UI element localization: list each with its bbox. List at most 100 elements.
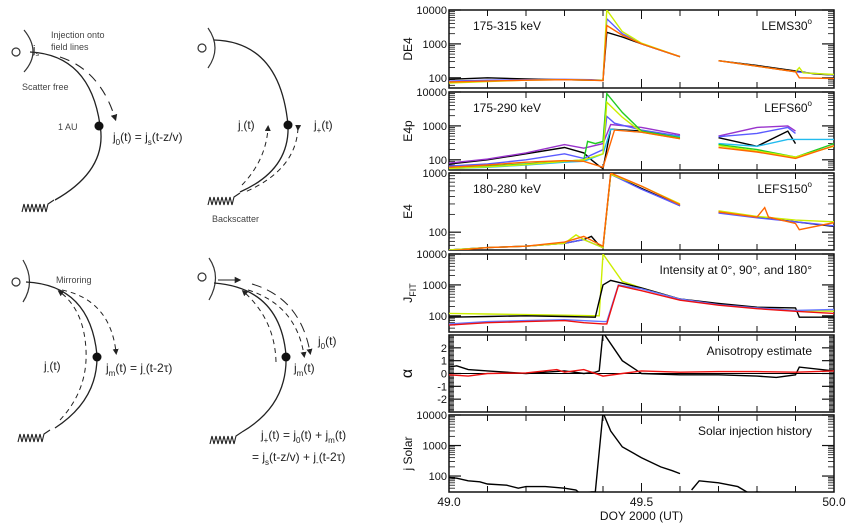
- x-tick-label: 49.5: [630, 495, 654, 509]
- y-tick-label: 0: [441, 369, 447, 381]
- corona-arc: [23, 29, 34, 73]
- y-tick-label: 100: [429, 227, 447, 239]
- jm-equation: jm(t) = j-(t-2τ): [105, 361, 172, 378]
- sun-icon: [11, 277, 21, 287]
- spring-icon: [209, 431, 243, 445]
- corona-arc: [22, 259, 31, 303]
- panel-E4: 100 1000 E4 180-280 keV LEFS150o: [401, 168, 835, 251]
- panel-annotation: Anisotropy estimate: [707, 344, 813, 358]
- y-tick-label: 2: [441, 343, 447, 355]
- panel-annotation: LEMS30o: [762, 17, 813, 33]
- scatter-free-label: Scatter free: [22, 82, 69, 92]
- sun-icon: [197, 272, 207, 282]
- jplus-equation-line1: j+(t) = j0(t) + jm(t): [260, 428, 346, 445]
- y-tick-label: 1: [441, 356, 447, 368]
- y-axis-label: E4: [401, 204, 415, 219]
- series-orange: [449, 24, 834, 83]
- y-tick-label: 1000: [423, 168, 447, 180]
- y-tick-label: 10000: [416, 249, 447, 261]
- series-blue: [449, 114, 796, 167]
- diagram-backscatter: j-(t) j+(t) Backscatter: [197, 27, 333, 224]
- j0-label: j0(t): [317, 334, 336, 351]
- y-tick-label: 1000: [423, 441, 447, 453]
- x-axis-label: DOY 2000 (UT): [600, 509, 683, 523]
- corona-arc: [208, 257, 217, 301]
- y-tick-label: 1000: [423, 280, 447, 292]
- injection-arrow: [59, 56, 118, 122]
- 1au-dot: [92, 352, 102, 362]
- transport-diagrams: js Injection onto field lines Scatter fr…: [11, 27, 346, 467]
- sun-icon: [11, 47, 21, 57]
- mirroring-out-arrow: [61, 289, 119, 355]
- series-orange: [449, 129, 834, 169]
- backscatter-down-arrow: [244, 124, 302, 193]
- jminus-label: j-(t): [237, 118, 255, 135]
- diagram-combined: j0(t) jm(t) j+(t) = j0(t) + jm(t) = js(t…: [197, 257, 346, 467]
- mirroring-back-arrow: [57, 290, 87, 421]
- mirroring-out-arrow: [247, 289, 307, 358]
- y-tick-label: 100: [429, 155, 447, 167]
- y-axis-label: E4p: [401, 120, 415, 142]
- spring-icon: [17, 429, 51, 443]
- sun-icon: [197, 43, 207, 53]
- jplus-label: j+(t): [313, 118, 333, 135]
- energy-range-label: 180-280 keV: [473, 182, 541, 196]
- injection-label-2: field lines: [51, 42, 89, 52]
- series-orange: [452, 173, 834, 250]
- series-red: [449, 284, 834, 326]
- panel-annotation: Solar injection history: [698, 424, 812, 438]
- series-black: [449, 415, 763, 492]
- y-axis-label: j Solar: [401, 436, 415, 471]
- x-tick-label: 49.0: [437, 495, 461, 509]
- diagram-mirroring: Mirroring j-(t) jm(t) = j-(t-2τ): [11, 259, 172, 443]
- y-tick-label: -1: [437, 381, 447, 393]
- y-tick-label: -2: [437, 394, 447, 406]
- svg-text:js: js: [32, 44, 39, 58]
- corona-arc: [207, 27, 216, 69]
- y-tick-label: 10000: [416, 410, 447, 422]
- series-purple: [449, 123, 796, 164]
- y-tick-label: 10000: [416, 5, 447, 17]
- backscatter-up-arrow: [241, 125, 271, 186]
- mirroring-label: Mirroring: [56, 275, 92, 285]
- mirroring-back-arrow: [241, 289, 277, 363]
- scatter-free-arrow: [251, 283, 313, 355]
- panel-annotation: LEFS60o: [764, 99, 812, 115]
- y-axis-label: α: [399, 369, 416, 378]
- diagram-scatter-free: js Injection onto field lines Scatter fr…: [11, 29, 182, 213]
- spring-icon: [207, 192, 241, 206]
- spring-icon: [21, 199, 55, 213]
- js-label: j: [32, 44, 35, 56]
- y-tick-label: 100: [429, 471, 447, 483]
- y-axis-label: JFIT: [401, 283, 418, 303]
- x-tick-label: 50.0: [822, 495, 846, 509]
- jm-label: jm(t): [293, 361, 315, 378]
- y-tick-label: 1000: [423, 39, 447, 51]
- y-axis-label: DE4: [401, 37, 415, 61]
- series-black: [449, 279, 834, 318]
- series-red: [449, 368, 834, 377]
- energy-range-label: 175-290 keV: [473, 101, 541, 115]
- jminus-label: j-(t): [43, 359, 61, 376]
- backscatter-label: Backscatter: [212, 214, 259, 224]
- 1au-dot: [94, 121, 104, 131]
- j0-equation: j0(t) = js(t-z/v): [112, 130, 182, 147]
- panel-annotation: Intensity at 0°, 90°, and 180°: [660, 263, 813, 277]
- panel-JFIT: 100 1000 10000 JFIT Intensity at 0°, 90°, an…: [401, 249, 835, 333]
- jplus-equation-line2: = js(t-z/v) + j-(t-2τ): [252, 450, 345, 467]
- panel-annotation: LEFS150o: [758, 180, 813, 196]
- energy-range-label: 175-315 keV: [473, 19, 541, 33]
- y-tick-label: 100: [429, 73, 447, 85]
- y-tick-label: 100: [429, 311, 447, 323]
- 1au-dot: [281, 352, 291, 362]
- series-black: [449, 31, 834, 81]
- panel-E4p: 100 1000 10000 E4p 175-290 keV LEFS60o: [401, 87, 835, 171]
- panel-DE4: 100 1000 10000 DE4 175-315 keV LEMS30o: [401, 5, 835, 89]
- y-tick-label: 1000: [423, 121, 447, 133]
- injection-label-1: Injection onto: [51, 30, 105, 40]
- 1au-dot: [283, 120, 293, 130]
- 1au-label: 1 AU: [58, 122, 78, 132]
- series-black: [449, 335, 834, 379]
